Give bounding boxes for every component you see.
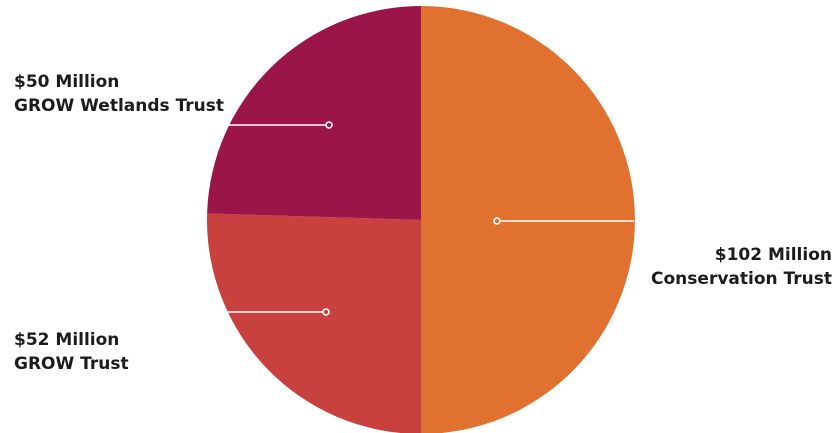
pie-slice-grow-trust xyxy=(207,213,421,433)
slice-name: Conservation Trust xyxy=(651,269,832,289)
slice-name: GROW Trust xyxy=(14,354,129,374)
slice-amount: $102 Million xyxy=(715,245,832,265)
slice-label-conservation-trust: $102 Million Conservation Trust xyxy=(651,245,832,289)
slice-amount: $52 Million xyxy=(14,330,119,350)
slice-name: GROW Wetlands Trust xyxy=(14,96,224,116)
pie-slice-grow-wetlands-trust xyxy=(207,6,421,220)
slice-amount: $50 Million xyxy=(14,72,119,92)
callout-lines xyxy=(228,121,634,316)
callout-dot xyxy=(325,121,333,129)
pie-slices xyxy=(207,6,635,433)
slice-label-grow-trust: $52 Million GROW Trust xyxy=(14,330,129,374)
pie-slice-conservation-trust xyxy=(421,6,635,433)
callout-dot xyxy=(322,308,330,316)
callout-dot xyxy=(493,217,501,225)
slice-label-grow-wetlands-trust: $50 Million GROW Wetlands Trust xyxy=(14,72,224,116)
